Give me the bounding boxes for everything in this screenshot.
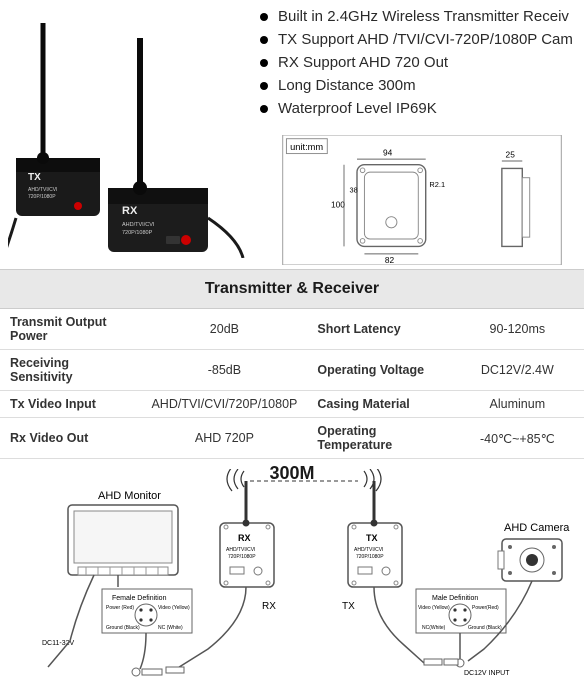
feature-text: Long Distance 300m xyxy=(278,77,416,94)
table-row: Rx Video Out AHD 720P Operating Temperat… xyxy=(0,418,584,459)
feature-item: Built in 2.4GHz Wireless Transmitter Rec… xyxy=(260,8,584,25)
svg-text:Power (Red): Power (Red) xyxy=(106,605,134,611)
spec-value: 20dB xyxy=(141,309,307,350)
svg-text:720P/1080P: 720P/1080P xyxy=(356,554,384,560)
dim-width-top: 94 xyxy=(383,147,393,157)
svg-text:NC (White): NC (White) xyxy=(158,625,183,631)
svg-text:Video (Yellow): Video (Yellow) xyxy=(158,605,190,611)
distance-label: 300M xyxy=(269,463,314,484)
rx-box-title: RX xyxy=(238,533,251,543)
product-photo: TX AHD/TVI/CVI 720P/1080P RX AHD/TVI/CVI… xyxy=(8,8,248,258)
female-def-label: Female Definition xyxy=(112,595,167,602)
svg-text:720P/1080P: 720P/1080P xyxy=(228,554,256,560)
spec-value: -85dB xyxy=(141,350,307,391)
feature-item: TX Support AHD /TVI/CVI-720P/1080P Cam xyxy=(260,31,584,48)
dim-width-bottom: 82 xyxy=(385,255,395,265)
feature-text: Built in 2.4GHz Wireless Transmitter Rec… xyxy=(278,8,569,25)
spec-label: Tx Video Input xyxy=(0,391,141,418)
spec-table-title: Transmitter & Receiver xyxy=(0,269,584,309)
rx-label: RX xyxy=(262,601,276,612)
svg-text:720P/1080P: 720P/1080P xyxy=(122,230,153,236)
feature-item: Long Distance 300m xyxy=(260,77,584,94)
spec-label: Operating Temperature xyxy=(307,418,450,459)
bullet-icon xyxy=(260,13,268,21)
spec-value: Aluminum xyxy=(451,391,584,418)
svg-text:Power(Red): Power(Red) xyxy=(472,605,499,611)
svg-text:RX: RX xyxy=(122,205,138,217)
tx-label: TX xyxy=(342,601,355,612)
spec-table: Transmit Output Power 20dB Short Latency… xyxy=(0,309,584,459)
svg-text:AHD/TVI/CVI: AHD/TVI/CVI xyxy=(28,187,57,193)
feature-item: RX Support AHD 720 Out xyxy=(260,54,584,71)
spec-value: -40℃~+85℃ xyxy=(451,418,584,459)
spec-value: AHD/TVI/CVI/720P/1080P xyxy=(141,391,307,418)
monitor-label: AHD Monitor xyxy=(98,490,161,502)
svg-text:NC(White): NC(White) xyxy=(422,625,446,631)
svg-text:Ground (Black): Ground (Black) xyxy=(468,625,502,631)
tx-box-title: TX xyxy=(366,533,378,543)
svg-text:TX: TX xyxy=(28,172,41,183)
dim-inner-h: 38 xyxy=(350,186,358,195)
feature-text: TX Support AHD /TVI/CVI-720P/1080P Cam xyxy=(278,31,573,48)
spec-label: Casing Material xyxy=(307,391,450,418)
spec-label: Operating Voltage xyxy=(307,350,450,391)
feature-text: Waterproof Level IP69K xyxy=(278,100,437,117)
svg-text:Video (Yellow): Video (Yellow) xyxy=(418,605,450,611)
male-def-label: Male Definition xyxy=(432,595,478,602)
feature-text: RX Support AHD 720 Out xyxy=(278,54,448,71)
feature-list: Built in 2.4GHz Wireless Transmitter Rec… xyxy=(248,8,584,265)
table-row: Receiving Sensitivity -85dB Operating Vo… xyxy=(0,350,584,391)
dim-height: 100 xyxy=(331,199,345,209)
spec-value: 90-120ms xyxy=(451,309,584,350)
bullet-icon xyxy=(260,36,268,44)
wiring-diagram: 300M AHD Monitor Female Definition Power… xyxy=(0,459,584,689)
bullet-icon xyxy=(260,82,268,90)
spec-label: Receiving Sensitivity xyxy=(0,350,141,391)
spec-label: Short Latency xyxy=(307,309,450,350)
svg-text:AHD/TVI/CVI: AHD/TVI/CVI xyxy=(226,547,255,553)
spec-value: DC12V/2.4W xyxy=(451,350,584,391)
svg-text:AHD/TVI/CVI: AHD/TVI/CVI xyxy=(122,222,155,228)
table-row: Tx Video Input AHD/TVI/CVI/720P/1080P Ca… xyxy=(0,391,584,418)
spec-value: AHD 720P xyxy=(141,418,307,459)
dim-radius: R2.1 xyxy=(429,180,445,189)
svg-text:Ground (Black): Ground (Black) xyxy=(106,625,140,631)
spec-label: Transmit Output Power xyxy=(0,309,141,350)
bullet-icon xyxy=(260,59,268,67)
table-row: Transmit Output Power 20dB Short Latency… xyxy=(0,309,584,350)
svg-text:AHD/TVI/CVI: AHD/TVI/CVI xyxy=(354,547,383,553)
camera-label: AHD Camera xyxy=(504,522,570,534)
feature-item: Waterproof Level IP69K xyxy=(260,100,584,117)
dim-side-w: 25 xyxy=(506,149,516,159)
svg-text:720P/1080P: 720P/1080P xyxy=(28,194,56,200)
spec-label: Rx Video Out xyxy=(0,418,141,459)
dimension-drawing: unit:mm 94 82 100 38 R2.1 xyxy=(260,135,584,265)
bullet-icon xyxy=(260,105,268,113)
unit-label: unit:mm xyxy=(290,142,323,152)
